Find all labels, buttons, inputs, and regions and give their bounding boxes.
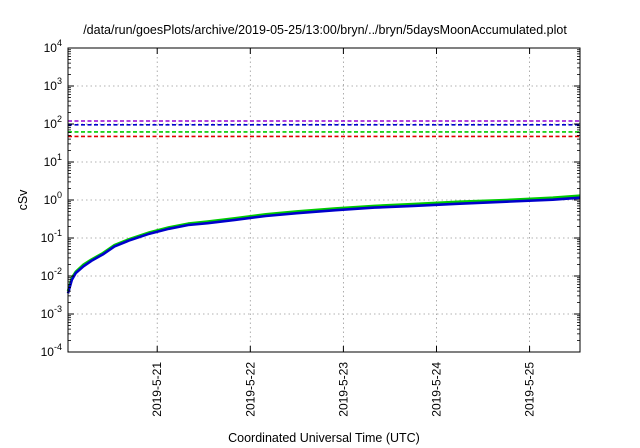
x-axis-ticks: 2019-5-21 2019-5-22 2019-5-23 2019-5-24 2019… (150, 48, 537, 417)
y-tick-label: 104 (44, 38, 62, 55)
x-tick-label: 2019-5-25 (523, 362, 537, 417)
x-axis-label: Coordinated Universal Time (UTC) (228, 431, 420, 445)
grid (68, 48, 580, 352)
x-tick-label: 2019-5-21 (150, 362, 164, 417)
chart-title: /data/run/goesPlots/archive/2019-05-25/1… (83, 23, 567, 37)
y-tick-label: 102 (44, 114, 62, 131)
x-tick-label: 2019-5-24 (429, 362, 443, 417)
y-axis-ticks: 10-4 10-3 10-2 10-1 100 101 102 103 104 (41, 38, 580, 359)
y-axis-label: cSv (16, 189, 30, 211)
threshold-lines (68, 120, 580, 138)
y-tick-label: 10-1 (41, 228, 62, 245)
y-tick-label: 101 (44, 152, 62, 169)
x-tick-label: 2019-5-23 (336, 362, 350, 417)
x-tick-label: 2019-5-22 (243, 362, 257, 417)
y-tick-label: 10-2 (41, 266, 62, 283)
series-line (66, 196, 581, 294)
y-tick-label: 100 (44, 190, 62, 207)
y-tick-label: 10-4 (41, 342, 62, 359)
y-tick-label: 103 (44, 76, 62, 93)
y-tick-label: 10-3 (41, 304, 62, 321)
series-lines (66, 194, 581, 294)
